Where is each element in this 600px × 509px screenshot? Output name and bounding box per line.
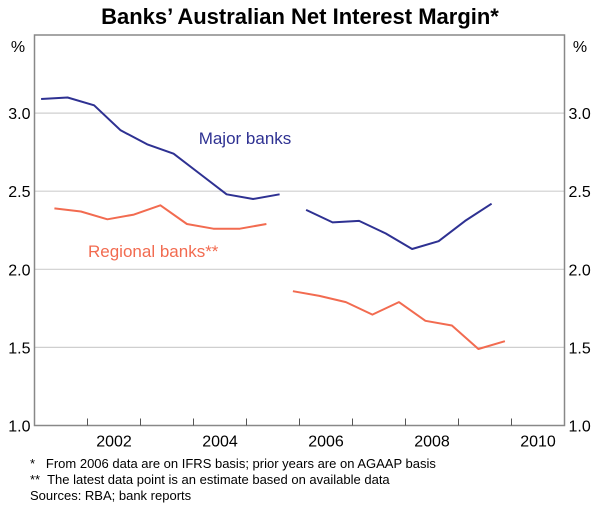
y-tick-label-left: 2.5 (8, 184, 30, 201)
major-banks-line (305, 202, 493, 250)
y-tick-label-right: 2.5 (569, 184, 591, 201)
x-tick-label: 2002 (96, 434, 132, 451)
x-tick-label: 2008 (414, 434, 450, 451)
x-tick-label: 2004 (202, 434, 238, 451)
y-tick-label-right: 2.0 (569, 262, 591, 279)
footnote-estimate: ** The latest data point is an estimate … (30, 472, 390, 487)
plot-frame (33, 34, 566, 427)
major-banks-line (41, 96, 280, 200)
footnote-sources: Sources: RBA; bank reports (30, 488, 192, 503)
y-tick-label-right: 3.0 (569, 106, 591, 123)
regional-banks-line (54, 204, 267, 230)
x-tick-label: 2010 (520, 434, 556, 451)
chart: Banks’ Australian Net Interest Margin* 1… (8, 4, 591, 451)
y-unit-right: % (573, 39, 587, 56)
x-tick-label: 2006 (308, 434, 344, 451)
footnote-ifrs: * From 2006 data are on IFRS basis; prio… (30, 456, 436, 471)
y-tick-label-right: 1.5 (569, 340, 591, 357)
regional-banks-line (292, 290, 506, 350)
y-tick-label-left: 1.0 (8, 419, 30, 436)
series-label-regional-banks: Regional banks** (88, 242, 219, 261)
y-tick-label-left: 2.0 (8, 262, 30, 279)
y-unit-left: % (11, 39, 25, 56)
y-tick-label-left: 1.5 (8, 340, 30, 357)
y-tick-label-left: 3.0 (8, 106, 30, 123)
y-tick-label-right: 1.0 (569, 419, 591, 436)
footnotes: * From 2006 data are on IFRS basis; prio… (30, 456, 436, 504)
chart-title: Banks’ Australian Net Interest Margin* (101, 4, 499, 29)
series-label-major-banks: Major banks (199, 129, 292, 148)
